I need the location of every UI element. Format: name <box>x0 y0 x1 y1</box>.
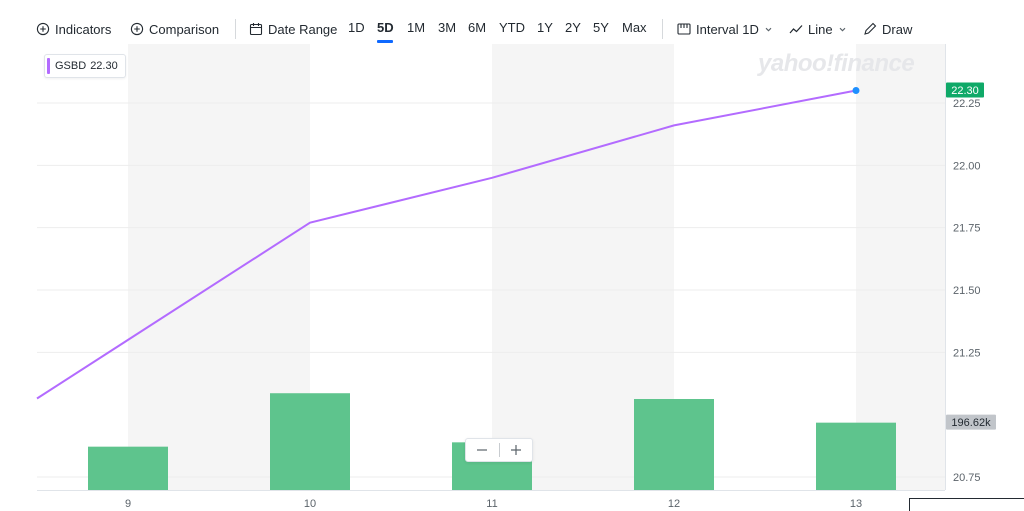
grid-lines <box>37 44 946 491</box>
x-tick-label: 13 <box>850 498 862 510</box>
minus-icon <box>477 449 488 451</box>
y-axis: 22.25 22.00 21.75 21.50 21.25 20.75 <box>953 98 981 484</box>
interval-dropdown[interactable]: Interval 1D <box>677 20 773 38</box>
range-1d[interactable]: 1D <box>348 20 365 35</box>
x-tick-label: 12 <box>668 498 680 510</box>
chart-legend[interactable]: GSBD 22.30 <box>44 54 126 78</box>
volume-bar <box>634 399 714 490</box>
last-volume-tag <box>946 414 996 430</box>
y-tick-label: 22.25 <box>953 98 981 110</box>
x-tick-label: 9 <box>125 498 131 510</box>
draw-button[interactable]: Draw <box>863 20 912 38</box>
interval-icon <box>677 23 691 35</box>
zoom-divider <box>498 443 500 457</box>
interval-label: Interval 1D <box>696 21 759 37</box>
line-type-label: Line <box>808 21 833 37</box>
x-tick-label: 10 <box>304 498 316 510</box>
range-ytd[interactable]: YTD <box>499 20 525 35</box>
last-price-tag-label: 22.30 <box>951 85 979 97</box>
draw-label: Draw <box>882 21 913 37</box>
volume-bar <box>816 422 896 490</box>
line-type-dropdown[interactable]: Line <box>789 20 847 38</box>
last-price-tag <box>946 82 984 98</box>
comparison-label: Comparison <box>149 21 220 37</box>
legend-value: 22.30 <box>90 60 118 72</box>
price-line <box>36 89 857 400</box>
chevron-down-icon <box>839 27 845 31</box>
zoom-out-button[interactable] <box>466 439 499 461</box>
day-band <box>856 44 945 490</box>
price-line-layer <box>36 87 860 400</box>
y-tick-label: 21.75 <box>953 223 981 235</box>
date-range-button[interactable]: Date Range <box>249 20 337 38</box>
y-tick-label: 21.25 <box>953 347 981 359</box>
indicators-label: Indicators <box>55 21 112 37</box>
day-bands <box>128 44 945 490</box>
y-tick-label: 20.75 <box>953 472 981 484</box>
axis-tags: 22.30 196.62k <box>946 82 996 430</box>
y-tick-label: 21.50 <box>953 285 981 297</box>
range-5y[interactable]: 5Y <box>593 20 609 35</box>
legend-symbol: GSBD <box>55 60 87 72</box>
zoom-controls <box>465 438 533 462</box>
toolbar-divider <box>662 19 663 39</box>
range-1y[interactable]: 1Y <box>537 20 553 35</box>
range-6m[interactable]: 6M <box>468 20 487 35</box>
x-axis: 9 10 11 12 13 <box>125 498 862 510</box>
range-max[interactable]: Max <box>622 20 647 35</box>
comparison-button[interactable]: Comparison <box>130 20 219 38</box>
chart-toolbar: Indicators Comparison Date Range 1D 5D 1… <box>0 0 1024 44</box>
last-price-dot <box>852 87 860 95</box>
pencil-icon <box>864 22 877 35</box>
plus-circle-icon <box>36 22 50 36</box>
range-1m[interactable]: 1M <box>407 20 426 35</box>
volume-bar <box>270 393 350 490</box>
line-chart-icon <box>789 25 803 34</box>
last-volume-tag-label: 196.62k <box>951 417 991 429</box>
chevron-down-icon <box>765 27 772 31</box>
calendar-icon <box>249 23 263 36</box>
active-range-indicator <box>377 40 393 43</box>
panel-corner <box>909 498 1024 511</box>
indicators-button[interactable]: Indicators <box>36 20 111 38</box>
legend-color-swatch <box>47 58 50 74</box>
volume-bar <box>88 446 168 490</box>
plus-icon <box>510 445 521 455</box>
yahoo-finance-watermark: yahoo!finance <box>758 50 915 77</box>
y-tick-label: 22.00 <box>953 160 981 172</box>
range-2y[interactable]: 2Y <box>565 20 581 35</box>
zoom-in-button[interactable] <box>499 439 532 461</box>
range-5d[interactable]: 5D <box>377 20 394 35</box>
plus-circle-icon <box>130 22 144 36</box>
range-3m[interactable]: 3M <box>438 20 457 35</box>
date-range-label: Date Range <box>268 21 338 37</box>
toolbar-divider <box>235 19 236 39</box>
x-tick-label: 11 <box>486 498 497 510</box>
